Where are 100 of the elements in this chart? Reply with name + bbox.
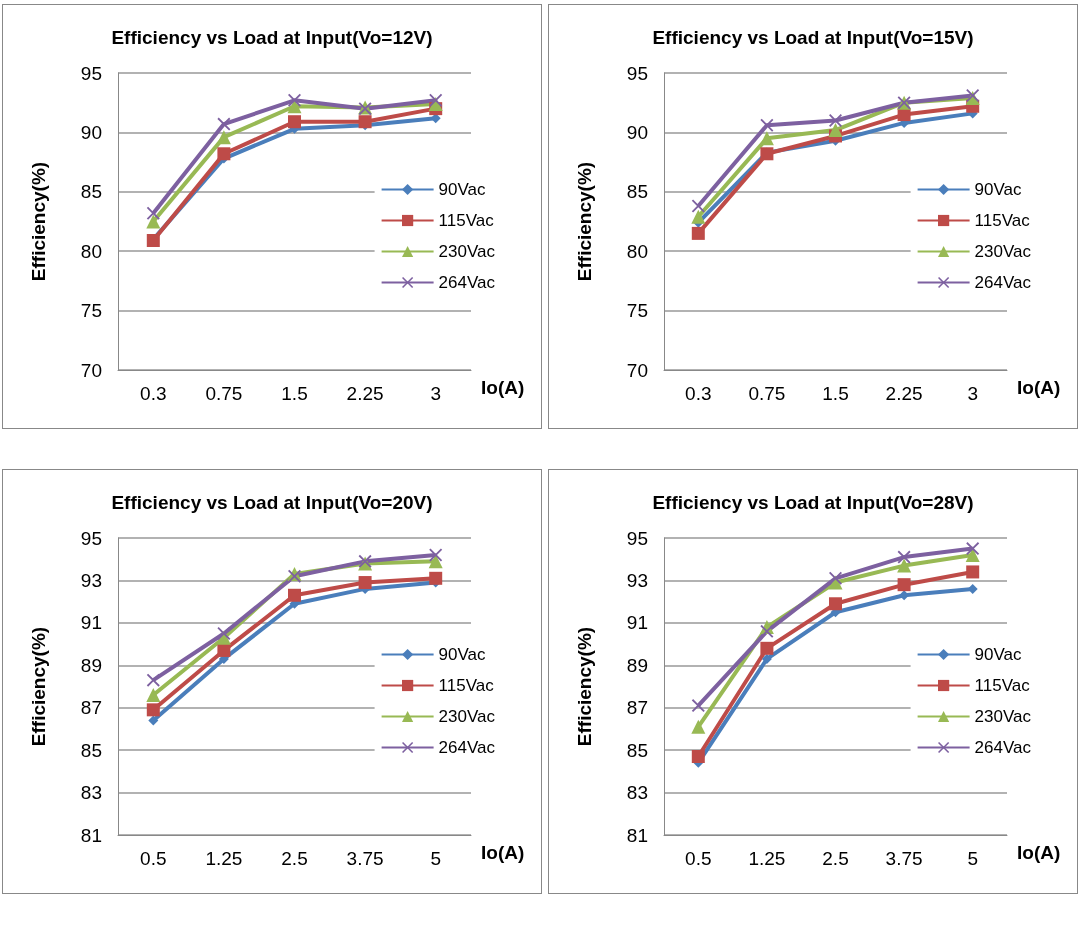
legend-label: 264Vac (974, 273, 1032, 292)
x-tick-label: 2.25 (346, 383, 384, 404)
y-tick-label: 90 (80, 121, 102, 143)
y-tick-label: 83 (626, 782, 648, 804)
point (146, 673, 160, 687)
chart-title: Efficiency vs Load at Input(Vo=20V) (111, 492, 433, 513)
x-tick-label: 1.5 (822, 383, 849, 404)
y-tick-label: 90 (626, 121, 648, 143)
y-axis-title: Efficiency(%) (574, 161, 595, 282)
legend-label: 115Vac (438, 211, 495, 230)
y-tick-label: 89 (626, 654, 648, 676)
x-tick-label: 3 (430, 383, 441, 404)
y-tick-label: 93 (80, 569, 102, 591)
x-axis-title: Io(A) (481, 842, 525, 863)
x-tick-label: 2.25 (885, 383, 923, 404)
point (897, 578, 911, 592)
point (691, 750, 705, 764)
y-tick-label: 91 (80, 612, 102, 634)
y-tick-label: 87 (626, 697, 648, 719)
point (966, 565, 980, 579)
y-tick-label: 85 (80, 739, 102, 761)
x-tick-label: 3 (967, 383, 978, 404)
x-tick-label: 5 (967, 848, 978, 869)
y-tick-label: 80 (626, 240, 648, 262)
legend-label: 230Vac (438, 242, 496, 261)
y-axis-title: Efficiency(%) (28, 161, 49, 282)
legend-label: 115Vac (974, 211, 1031, 230)
x-tick-label: 2.5 (281, 848, 308, 869)
x-tick-label: 3.75 (346, 848, 384, 869)
y-tick-label: 83 (80, 782, 102, 804)
y-tick-label: 75 (80, 300, 102, 322)
point (146, 703, 160, 717)
legend-label: 90Vac (438, 645, 487, 664)
point (829, 597, 842, 611)
point (217, 117, 231, 131)
y-tick-label: 85 (626, 739, 648, 761)
point (829, 114, 842, 128)
point (428, 554, 443, 569)
point (828, 123, 843, 138)
x-tick-label: 0.3 (685, 383, 712, 404)
point (288, 588, 301, 602)
x-tick-label: 0.5 (685, 848, 712, 869)
x-tick-label: 0.3 (140, 383, 167, 404)
point (691, 226, 705, 240)
point (966, 542, 980, 556)
point (146, 214, 161, 229)
point (358, 576, 372, 590)
y-tick-label: 87 (80, 697, 102, 719)
point (288, 115, 301, 129)
y-tick-label: 70 (80, 359, 102, 381)
y-axis-title: Efficiency(%) (574, 626, 595, 747)
x-tick-label: 5 (430, 848, 441, 869)
legend-label: 264Vac (974, 738, 1032, 757)
chart-title: Efficiency vs Load at Input(Vo=15V) (652, 27, 974, 48)
x-tick-label: 3.75 (885, 848, 923, 869)
point (216, 130, 231, 145)
point (691, 199, 705, 213)
x-axis-title: Io(A) (1017, 842, 1061, 863)
legend-label: 115Vac (438, 676, 495, 695)
y-tick-label: 91 (626, 612, 648, 634)
point (691, 699, 705, 713)
point (897, 550, 911, 564)
x-tick-label: 2.5 (822, 848, 849, 869)
y-tick-label: 80 (80, 240, 102, 262)
point (760, 624, 774, 638)
legend-label: 90Vac (438, 180, 487, 199)
point (146, 687, 161, 702)
legend-label: 115Vac (974, 676, 1031, 695)
point (829, 571, 842, 585)
y-tick-label: 81 (80, 824, 102, 846)
chart-title: Efficiency vs Load at Input(Vo=28V) (652, 492, 974, 513)
point (761, 653, 772, 664)
y-tick-label: 95 (80, 527, 102, 549)
legend-label: 264Vac (438, 738, 496, 757)
point (358, 115, 372, 129)
y-tick-label: 95 (626, 62, 648, 84)
point (760, 641, 774, 655)
y-tick-label: 85 (626, 181, 648, 203)
point (691, 209, 706, 224)
point (217, 147, 231, 161)
legend-label: 230Vac (438, 707, 496, 726)
point (146, 206, 160, 220)
y-tick-label: 89 (80, 654, 102, 676)
y-tick-label: 95 (80, 62, 102, 84)
point (760, 118, 774, 132)
x-axis-title: Io(A) (481, 377, 525, 398)
legend-label: 230Vac (974, 242, 1032, 261)
x-tick-label: 0.5 (140, 848, 167, 869)
legend-label: 90Vac (974, 645, 1023, 664)
y-tick-label: 93 (626, 569, 648, 591)
point (897, 558, 912, 573)
point (759, 131, 774, 146)
point (429, 548, 443, 562)
y-tick-label: 75 (626, 300, 648, 322)
point (429, 93, 443, 107)
point (691, 719, 706, 734)
y-axis-title: Efficiency(%) (28, 626, 49, 747)
chart-title: Efficiency vs Load at Input(Vo=12V) (111, 27, 433, 48)
x-tick-label: 1.25 (205, 848, 243, 869)
legend-label: 264Vac (438, 273, 496, 292)
